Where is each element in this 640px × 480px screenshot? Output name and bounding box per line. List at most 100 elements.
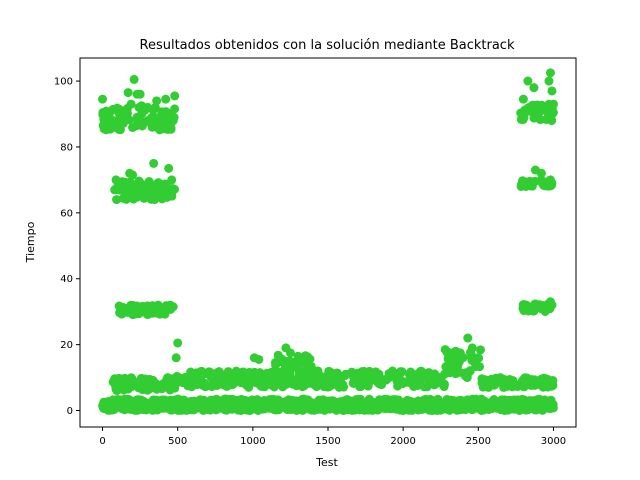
data-point — [518, 94, 528, 104]
data-point — [137, 183, 147, 193]
data-point — [303, 352, 312, 362]
data-point — [532, 380, 542, 390]
data-point — [448, 360, 458, 370]
data-point — [175, 373, 185, 383]
data-point — [118, 193, 128, 203]
data-point — [530, 299, 540, 309]
data-point — [150, 191, 160, 201]
data-point — [359, 403, 369, 413]
data-point — [159, 182, 169, 192]
data-point — [285, 356, 295, 366]
data-point — [207, 401, 217, 411]
y-tick-label: 40 — [60, 274, 73, 285]
data-point — [134, 383, 144, 393]
x-tick-label: 2500 — [466, 436, 491, 447]
data-point — [399, 404, 409, 413]
data-point — [548, 99, 558, 109]
data-point — [544, 76, 554, 86]
data-point — [126, 373, 136, 383]
data-point — [516, 401, 526, 411]
data-point — [397, 367, 407, 377]
data-point — [449, 347, 459, 357]
data-point — [520, 376, 530, 386]
data-point — [271, 368, 281, 378]
data-point — [182, 376, 192, 386]
data-point — [350, 378, 360, 388]
data-point — [392, 376, 402, 386]
data-point — [502, 381, 512, 391]
data-point — [299, 402, 309, 412]
data-point — [112, 195, 122, 205]
data-point — [547, 300, 557, 310]
data-point — [123, 88, 133, 98]
data-point — [335, 375, 345, 385]
data-point — [140, 303, 150, 313]
data-point — [110, 375, 120, 385]
data-point — [436, 398, 446, 408]
data-point — [473, 353, 483, 363]
data-point — [261, 377, 271, 387]
data-point — [191, 368, 201, 378]
data-point — [415, 370, 425, 380]
data-point — [132, 112, 142, 122]
data-point — [171, 353, 181, 363]
data-point — [162, 374, 172, 384]
data-point — [145, 374, 155, 384]
x-axis: 0 500 1000 1500 2000 2500 3000 — [99, 427, 566, 447]
data-point — [143, 115, 153, 125]
data-point — [419, 382, 429, 392]
data-point — [146, 308, 156, 318]
data-point — [117, 106, 127, 116]
data-point — [428, 375, 438, 385]
y-tick-label: 20 — [60, 340, 73, 351]
data-point — [521, 300, 531, 310]
data-point — [193, 403, 203, 413]
data-point — [539, 373, 549, 383]
data-point — [101, 125, 111, 135]
x-tick-label: 500 — [168, 436, 187, 447]
data-point — [254, 354, 264, 364]
data-point — [455, 348, 465, 358]
x-axis-label: Test — [315, 456, 338, 469]
data-point — [135, 89, 145, 99]
data-point — [529, 83, 539, 93]
data-point — [499, 374, 509, 384]
data-point — [365, 397, 375, 407]
data-point — [547, 86, 557, 96]
data-point — [152, 96, 162, 106]
data-point — [127, 399, 137, 409]
data-point — [341, 369, 351, 379]
data-point — [463, 333, 473, 343]
data-point — [465, 366, 475, 376]
data-point — [420, 404, 430, 414]
data-point — [111, 400, 121, 410]
data-point — [143, 102, 153, 112]
data-point — [149, 158, 159, 168]
data-point — [122, 178, 132, 188]
data-point — [131, 121, 141, 131]
data-point — [124, 115, 134, 125]
data-point — [164, 109, 174, 119]
y-axis-label: Tiempo — [24, 221, 37, 263]
data-point — [525, 106, 535, 116]
data-point — [128, 170, 138, 180]
data-point — [467, 343, 477, 353]
x-tick-label: 0 — [99, 436, 105, 447]
data-point — [164, 163, 174, 173]
data-point — [356, 379, 366, 389]
y-tick-label: 60 — [60, 208, 73, 219]
data-point — [329, 404, 339, 414]
x-tick-label: 1500 — [315, 436, 340, 447]
y-tick-label: 100 — [54, 77, 73, 88]
data-point — [173, 338, 183, 348]
data-point — [458, 402, 468, 412]
data-point — [130, 193, 140, 203]
data-point — [282, 399, 292, 409]
data-point — [525, 176, 535, 186]
y-axis: 0 20 40 60 80 100 — [54, 77, 80, 417]
data-point — [285, 348, 295, 358]
data-point — [183, 403, 193, 413]
data-point — [129, 304, 139, 314]
data-point — [534, 114, 544, 124]
